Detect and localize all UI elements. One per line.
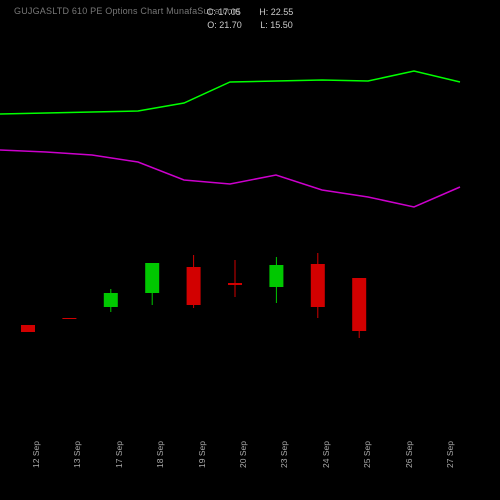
x-tick-label: 27 Sep xyxy=(445,441,455,468)
price-chart xyxy=(20,35,450,415)
candle-body xyxy=(311,264,325,307)
x-tick-label: 26 Sep xyxy=(404,441,414,468)
lower-band-line xyxy=(0,150,460,207)
upper-band-line xyxy=(0,71,460,114)
x-axis-labels: 12 Sep 13 Sep 17 Sep 18 Sep 19 Sep 20 Sep 23 S… xyxy=(20,418,450,498)
x-tick-label: 19 Sep xyxy=(197,441,207,468)
candle-body xyxy=(352,278,366,331)
candle-body xyxy=(104,293,118,307)
candle-body xyxy=(228,283,242,285)
high-value: H: 22.55 xyxy=(259,6,293,19)
close-value: C: 17.05 xyxy=(207,6,241,19)
chart-svg xyxy=(20,35,450,415)
open-value: O: 21.70 xyxy=(207,19,242,32)
x-tick-label: 17 Sep xyxy=(114,441,124,468)
x-tick-label: 24 Sep xyxy=(321,441,331,468)
low-value: L: 15.50 xyxy=(260,19,293,32)
candle-body xyxy=(21,325,35,332)
x-tick-label: 23 Sep xyxy=(279,441,289,468)
x-tick-label: 12 Sep xyxy=(31,441,41,468)
candle-body xyxy=(62,318,76,319)
x-tick-label: 13 Sep xyxy=(72,441,82,468)
x-tick-label: 25 Sep xyxy=(362,441,372,468)
candle-body xyxy=(269,265,283,287)
candle-body xyxy=(145,263,159,293)
x-tick-label: 18 Sep xyxy=(155,441,165,468)
candle-body xyxy=(187,267,201,305)
x-tick-label: 20 Sep xyxy=(238,441,248,468)
ohlc-readout: C: 17.05 H: 22.55 O: 21.70 L: 15.50 xyxy=(0,6,500,32)
